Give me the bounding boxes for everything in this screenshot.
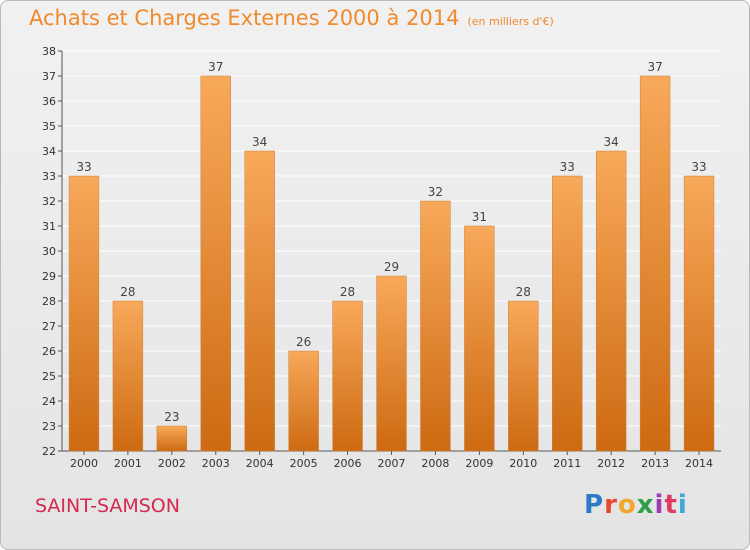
x-tick-label-2009: 2009	[465, 457, 493, 470]
y-tick-label: 34	[42, 145, 56, 158]
y-tick-label: 25	[42, 370, 56, 383]
y-tick-label: 22	[42, 445, 56, 458]
x-tick-label-2013: 2013	[641, 457, 669, 470]
y-tick-label: 23	[42, 420, 56, 433]
data-label-2006: 28	[340, 285, 355, 299]
x-tick-label-2011: 2011	[553, 457, 581, 470]
y-tick-label: 38	[42, 45, 56, 58]
data-label-2004: 34	[252, 135, 267, 149]
data-label-2007: 29	[384, 260, 399, 274]
y-tick-label: 29	[42, 270, 56, 283]
y-tick-label: 28	[42, 295, 56, 308]
data-label-2009: 31	[472, 210, 487, 224]
bar-2002	[156, 425, 188, 452]
x-tick-label-2000: 2000	[70, 457, 98, 470]
data-label-2001: 28	[120, 285, 135, 299]
y-tick-label: 36	[42, 95, 56, 108]
bar-2004	[244, 150, 275, 452]
chart-title: Achats et Charges Externes 2000 à 2014 (e…	[29, 6, 554, 30]
data-label-2000: 33	[76, 160, 91, 174]
bar-2011	[552, 175, 583, 452]
y-tick-label: 30	[42, 245, 56, 258]
bar-2003	[200, 75, 231, 452]
data-label-2008: 32	[428, 185, 443, 199]
x-tick-label-2005: 2005	[290, 457, 318, 470]
bar-2005	[288, 350, 319, 452]
proxiti-logo: Proxiti	[584, 490, 688, 520]
bar-2001	[112, 300, 144, 452]
data-label-2014: 33	[691, 160, 706, 174]
chart-title-text: Achats et Charges Externes 2000 à 2014	[29, 6, 460, 30]
bar-2010	[508, 300, 539, 452]
bar-2008	[420, 200, 451, 452]
x-tick-label-2006: 2006	[334, 457, 362, 470]
data-label-2012: 34	[604, 135, 619, 149]
y-tick-label: 33	[42, 170, 56, 183]
x-tick-label-2001: 2001	[114, 457, 142, 470]
bar-2006	[332, 300, 363, 452]
bar-2000	[68, 175, 100, 452]
bar-2007	[376, 275, 407, 452]
data-label-2003: 37	[208, 60, 223, 74]
x-tick-label-2008: 2008	[421, 457, 449, 470]
x-tick-label-2012: 2012	[597, 457, 625, 470]
x-tick-label-2007: 2007	[378, 457, 406, 470]
commune-name: SAINT-SAMSON	[35, 495, 180, 517]
data-label-2002: 23	[164, 410, 179, 424]
y-tick-label: 35	[42, 120, 56, 133]
y-tick-label: 31	[42, 220, 56, 233]
bars	[68, 75, 715, 452]
y-tick-label: 32	[42, 195, 56, 208]
bar-2013	[639, 75, 671, 452]
data-labels: 33 28 23 37 34 26 28 29 32 31 28 33 34 37 33	[76, 60, 706, 424]
data-label-2011: 33	[560, 160, 575, 174]
x-tick-label-2010: 2010	[509, 457, 537, 470]
x-tick-label-2003: 2003	[202, 457, 230, 470]
y-tick-label: 27	[42, 320, 56, 333]
data-label-2005: 26	[296, 335, 311, 349]
x-tick-label-2014: 2014	[685, 457, 713, 470]
y-tick-label: 37	[42, 70, 56, 83]
y-tick-label: 26	[42, 345, 56, 358]
chart-unit-text: (en milliers d'€)	[467, 15, 554, 28]
bar-2012	[595, 150, 627, 452]
bar-2009	[464, 225, 495, 452]
x-tick-label-2002: 2002	[158, 457, 186, 470]
data-label-2013: 37	[647, 60, 662, 74]
data-label-2010: 28	[516, 285, 531, 299]
x-tick-label-2004: 2004	[246, 457, 274, 470]
bar-2014	[683, 175, 715, 452]
y-tick-label: 24	[42, 395, 56, 408]
